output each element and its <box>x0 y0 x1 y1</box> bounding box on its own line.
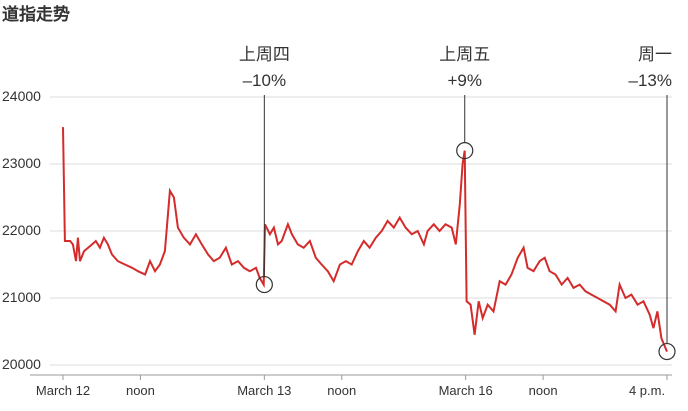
y-tick-label: 23000 <box>2 155 41 171</box>
x-tick-label: noon <box>529 383 558 398</box>
chart-title: 道指走势 <box>2 4 70 24</box>
annotation-marker <box>255 275 273 294</box>
annotation-marker <box>658 342 676 361</box>
annotation-label: 上周五 <box>439 45 490 64</box>
annotation-change: –13% <box>629 71 672 90</box>
y-tick-label: 22000 <box>2 222 41 238</box>
annotation-label: 上周四 <box>239 45 290 64</box>
y-tick-label: 24000 <box>2 88 41 104</box>
y-tick-label: 21000 <box>2 289 41 305</box>
x-tick-label: March 12 <box>36 383 90 398</box>
annotation-change: –10% <box>243 71 286 90</box>
x-tick-label: March 13 <box>237 383 291 398</box>
x-tick-label: noon <box>327 383 356 398</box>
y-tick-label: 20000 <box>2 356 41 372</box>
x-tick-label: 4 p.m. <box>629 383 665 398</box>
x-tick-label: noon <box>126 383 155 398</box>
line <box>62 127 668 352</box>
annotation-change: +9% <box>447 71 482 90</box>
x-tick-label: March 16 <box>439 383 493 398</box>
annotation-marker <box>456 141 474 160</box>
annotation-label: 周一 <box>638 45 672 64</box>
